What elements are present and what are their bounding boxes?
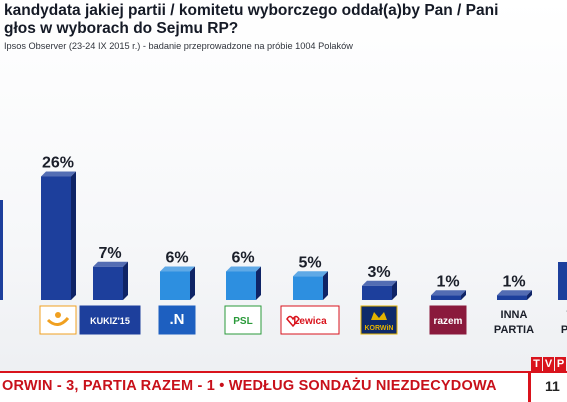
value-label-6: 3%	[367, 264, 390, 281]
logo-text-3: .N	[170, 311, 185, 328]
bar-side-5	[323, 271, 328, 300]
news-ticker: ORWIN - 3, PARTIA RAZEM - 1 • WEDŁUG SON…	[0, 371, 567, 402]
logo-text-6: KORWiN	[365, 325, 394, 332]
nowoczesna-logo-icon	[158, 305, 196, 335]
bar-9	[558, 262, 567, 300]
po-swoosh-icon	[46, 316, 70, 326]
bar-top-6	[362, 280, 397, 286]
crown-icon	[371, 312, 387, 320]
logo-text-5: Lewica	[293, 316, 327, 327]
bar-side-8	[527, 290, 532, 300]
logo-text-7: razem	[434, 316, 463, 327]
bar-side-6	[392, 280, 397, 300]
bar-top-4	[226, 266, 261, 272]
bar-4	[226, 271, 256, 300]
bar-2	[93, 266, 123, 300]
bar-top-8	[497, 290, 532, 296]
logo-text-2: KUKIZ'15	[90, 316, 130, 326]
value-label-5: 5%	[298, 254, 321, 271]
category-label-9-2: POW	[561, 324, 567, 336]
bar-top-2	[93, 261, 128, 267]
bar-top-1	[41, 171, 76, 177]
ticker-separator	[528, 373, 531, 402]
chart-source: Ipsos Observer (23-24 IX 2015 r.) - bada…	[4, 41, 353, 51]
kukiz-logo-icon	[79, 305, 141, 335]
bar-1	[41, 176, 71, 300]
chart-title-line-2: głos w wyborach do Sejmu RP?	[4, 20, 239, 37]
bar-side-3	[190, 266, 195, 300]
bar-side-4	[256, 266, 261, 300]
chart-title-line-1: kandydata jakiej partii / komitetu wybor…	[4, 2, 499, 19]
value-label-1: 26%	[42, 155, 74, 172]
bar-5	[293, 276, 323, 300]
bar-3	[160, 271, 190, 300]
tvp-logo-t: T	[531, 357, 542, 371]
bar-side-7	[461, 290, 466, 300]
ticker-time: 11	[545, 378, 560, 394]
bar-cropped-left	[0, 200, 3, 300]
value-label-3: 6%	[165, 250, 188, 267]
chart-header: kandydata jakiej partii / komitetu wybor…	[0, 0, 567, 51]
category-label-8-2: PARTIA	[494, 324, 534, 336]
bar-top-3	[160, 266, 195, 272]
bar-8	[497, 295, 527, 300]
value-label-8: 1%	[502, 273, 525, 290]
po-dot-icon	[55, 312, 61, 318]
psl-logo-icon	[224, 305, 262, 335]
tvp-logo-v: V	[543, 357, 554, 371]
bar-7	[431, 295, 461, 300]
po-logo-icon	[39, 305, 77, 335]
value-label-2: 7%	[98, 245, 121, 262]
logo-text-4: PSL	[233, 316, 252, 327]
lewica-logo-icon	[280, 305, 340, 335]
bar-top-5	[293, 271, 328, 277]
razem-logo-icon	[429, 305, 467, 335]
value-label-4: 6%	[231, 250, 254, 267]
heart-icon	[286, 315, 300, 328]
bar-side-2	[123, 261, 128, 300]
ticker-text: ORWIN - 3, PARTIA RAZEM - 1 • WEDŁUG SON…	[2, 378, 497, 394]
bar-6	[362, 285, 392, 300]
bar-side-1	[71, 171, 76, 300]
value-label-7: 1%	[436, 273, 459, 290]
tvp-logo-p: P	[555, 357, 566, 371]
bar-top-7	[431, 290, 466, 296]
category-label-8-1: INNA	[501, 309, 528, 321]
